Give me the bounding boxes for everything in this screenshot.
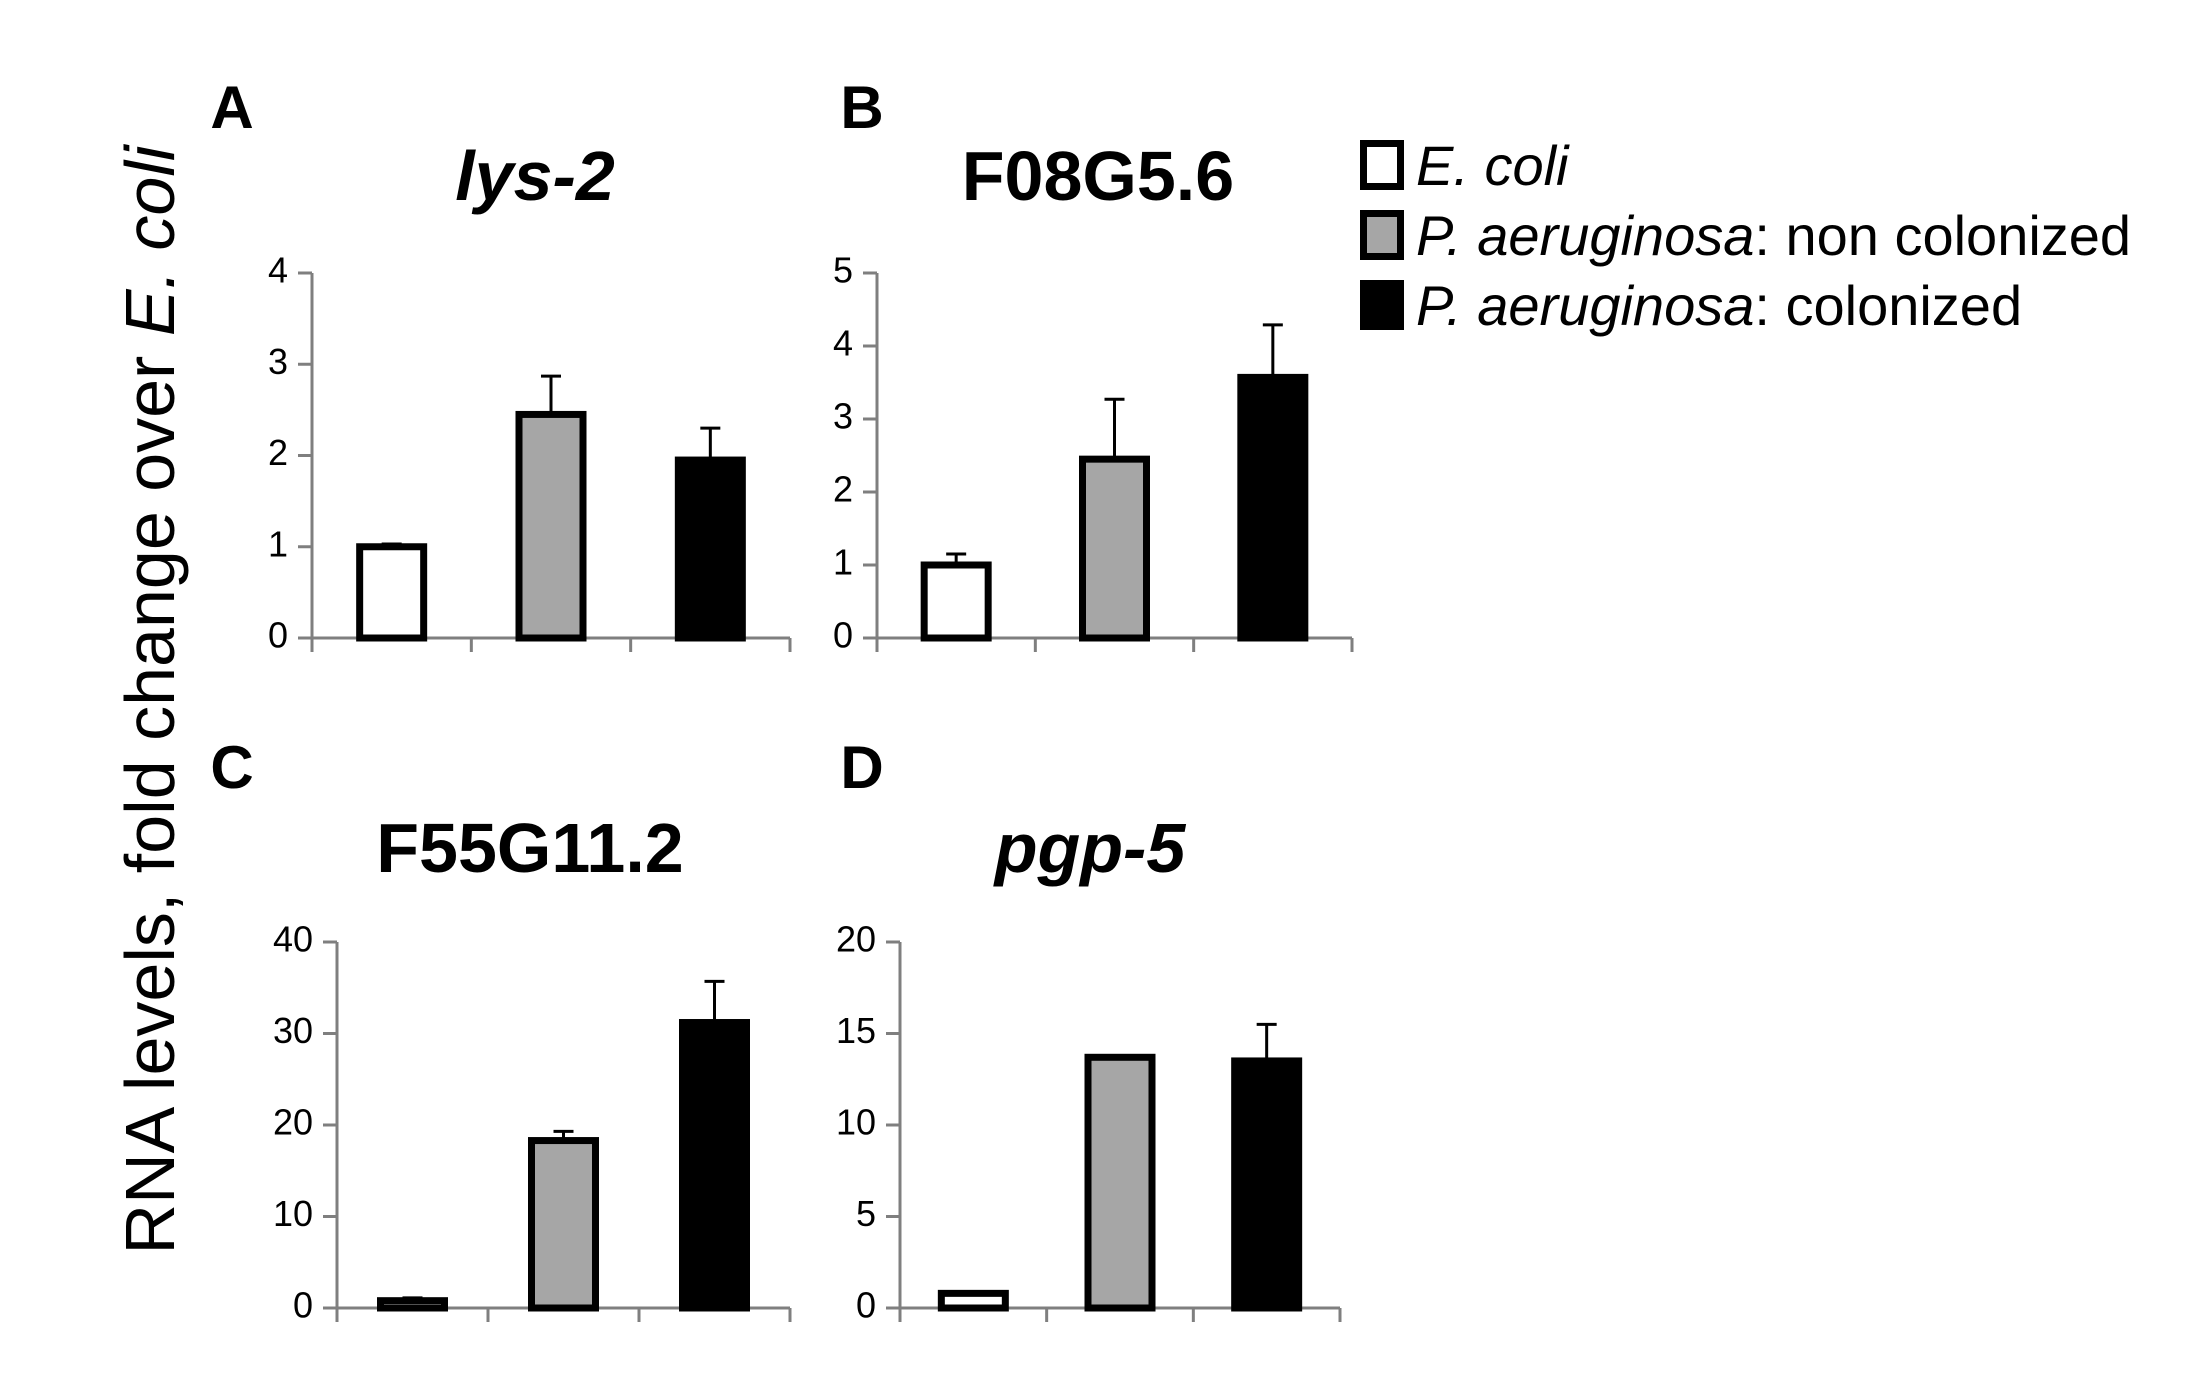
y-tick-label-a: 2: [268, 432, 288, 473]
legend-label-italic: P. aeruginosa: [1416, 203, 1755, 267]
y-tick-label-a: 3: [268, 341, 288, 382]
y-tick-label-b: 1: [833, 542, 853, 583]
legend-swatch-pa-colonized: [1360, 280, 1404, 330]
legend-item-ecoli: E. coli: [1360, 130, 2131, 200]
panel-letter-b: B: [840, 74, 883, 141]
y-tick-label-d: 5: [856, 1193, 876, 1234]
bar-a-1: [356, 543, 428, 642]
y-tick-label-b: 0: [833, 615, 853, 656]
bar-b-3: [1237, 373, 1309, 642]
legend-swatch-pa-noncolonized: [1360, 210, 1404, 260]
y-axis-label-italic: E. coli: [111, 145, 189, 337]
chart-title-b: F08G5.6: [962, 137, 1234, 215]
legend: E. coli P. aeruginosa: non colonized P. …: [1360, 130, 2131, 340]
y-tick-label-d: 10: [836, 1102, 876, 1143]
y-tick-label-d: 0: [856, 1285, 876, 1326]
y-tick-label-c: 20: [273, 1102, 313, 1143]
panel-letter-a: A: [210, 74, 253, 141]
bar-a-3: [674, 456, 746, 642]
y-tick-label-a: 0: [268, 615, 288, 656]
bar-d-2: [1084, 1053, 1156, 1312]
chart-title-c: F55G11.2: [376, 809, 683, 887]
y-tick-label-c: 30: [273, 1010, 313, 1051]
y-tick-label-b: 4: [833, 323, 853, 364]
y-tick-label-b: 5: [833, 250, 853, 291]
chart-title-a: lys-2: [455, 137, 615, 215]
legend-label-rest: : non colonized: [1754, 203, 2132, 267]
legend-label-italic: P. aeruginosa: [1416, 273, 1755, 337]
chart-title-d: pgp-5: [993, 809, 1187, 887]
legend-label-italic: E. coli: [1416, 133, 1569, 197]
bar-b-2: [1079, 455, 1150, 642]
y-tick-label-d: 15: [836, 1010, 876, 1051]
panel-letter-c: C: [210, 734, 253, 801]
y-tick-label-c: 0: [293, 1285, 313, 1326]
legend-label-rest: : colonized: [1754, 273, 2023, 337]
bar-b-1: [920, 561, 992, 642]
bar-d-1: [937, 1289, 1009, 1312]
y-tick-label-c: 10: [273, 1193, 313, 1234]
bar-c-2: [528, 1137, 599, 1312]
legend-item-pa-colonized: P. aeruginosa: colonized: [1360, 270, 2131, 340]
legend-item-pa-noncolonized: P. aeruginosa: non colonized: [1360, 200, 2131, 270]
y-axis-label-prefix: RNA levels, fold change over: [111, 336, 189, 1255]
legend-swatch-ecoli: [1360, 140, 1404, 190]
y-tick-label-b: 3: [833, 396, 853, 437]
panel-letter-d: D: [840, 734, 883, 801]
bar-c-3: [679, 1019, 750, 1312]
bar-d-3: [1231, 1057, 1303, 1312]
bar-a-2: [515, 410, 587, 642]
bar-c-1: [377, 1297, 448, 1312]
y-tick-label-c: 40: [273, 919, 313, 960]
y-tick-label-a: 1: [268, 523, 288, 564]
y-tick-label-d: 20: [836, 919, 876, 960]
y-tick-label-a: 4: [268, 250, 288, 291]
y-tick-label-b: 2: [833, 469, 853, 510]
